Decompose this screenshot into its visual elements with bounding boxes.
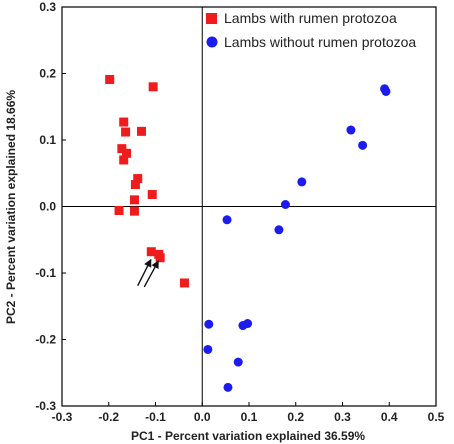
x-tick-label: 0.5 <box>428 410 445 424</box>
y-tick-label: -0.3 <box>35 399 56 413</box>
legend-label-protozoa: Lambs with rumen protozoa <box>224 10 397 26</box>
annotation-arrow <box>137 258 152 286</box>
data-point-protozoa <box>122 148 132 158</box>
y-axis-title: PC2 - Percent variation explained 18.66% <box>4 90 18 324</box>
data-point-no-protozoa <box>203 344 213 354</box>
data-point-no-protozoa <box>274 225 284 235</box>
legend: Lambs with rumen protozoa Lambs without … <box>206 10 416 50</box>
legend-label-no-protozoa: Lambs without rumen protozoa <box>224 34 416 50</box>
data-point-protozoa <box>136 126 146 136</box>
data-point-no-protozoa <box>223 382 233 392</box>
data-point-protozoa <box>133 174 143 184</box>
data-point-protozoa <box>129 195 139 205</box>
data-point-no-protozoa <box>233 357 243 367</box>
data-point-no-protozoa <box>358 140 368 150</box>
y-tick-label: 0.3 <box>39 0 56 14</box>
data-point-protozoa <box>105 74 115 84</box>
x-tick-label: 0.3 <box>334 410 351 424</box>
x-tick-label: -0.3 <box>52 410 73 424</box>
data-point-protozoa <box>119 155 129 165</box>
data-point-no-protozoa <box>280 200 290 210</box>
data-point-protozoa <box>146 247 156 257</box>
x-tick-label: -0.1 <box>145 410 166 424</box>
data-point-protozoa <box>147 190 157 200</box>
data-point-no-protozoa <box>222 215 232 225</box>
y-tick-label: -0.1 <box>35 266 56 280</box>
x-tick-label: 0.1 <box>241 410 258 424</box>
data-point-protozoa <box>121 127 131 137</box>
data-point-no-protozoa <box>238 321 248 331</box>
data-point-protozoa <box>148 82 158 92</box>
data-point-protozoa <box>117 144 127 154</box>
data-point-protozoa <box>129 206 139 216</box>
y-tick-label: -0.2 <box>35 333 56 347</box>
data-point-protozoa <box>130 180 140 190</box>
data-point-protozoa <box>179 278 189 288</box>
x-tick-label: 0.2 <box>287 410 304 424</box>
data-point-no-protozoa <box>381 86 391 96</box>
data-point-protozoa <box>119 117 129 127</box>
x-tick-label: -0.2 <box>98 410 119 424</box>
y-tick-label: 0.2 <box>39 67 56 81</box>
y-tick-label: 0.0 <box>39 200 56 214</box>
data-point-no-protozoa <box>297 177 307 187</box>
legend-marker-protozoa <box>206 13 217 24</box>
legend-marker-no-protozoa <box>206 36 218 48</box>
data-point-no-protozoa <box>346 125 356 135</box>
x-axis-title: PC1 - Percent variation explained 36.59% <box>131 429 365 443</box>
data-point-protozoa <box>155 253 165 263</box>
data-point-no-protozoa <box>204 319 214 329</box>
x-tick-label: 0.0 <box>194 410 211 424</box>
data-point-protozoa <box>114 205 124 215</box>
y-tick-label: 0.1 <box>39 133 56 147</box>
x-tick-label: 0.4 <box>381 410 398 424</box>
annotation-arrow <box>143 260 159 288</box>
